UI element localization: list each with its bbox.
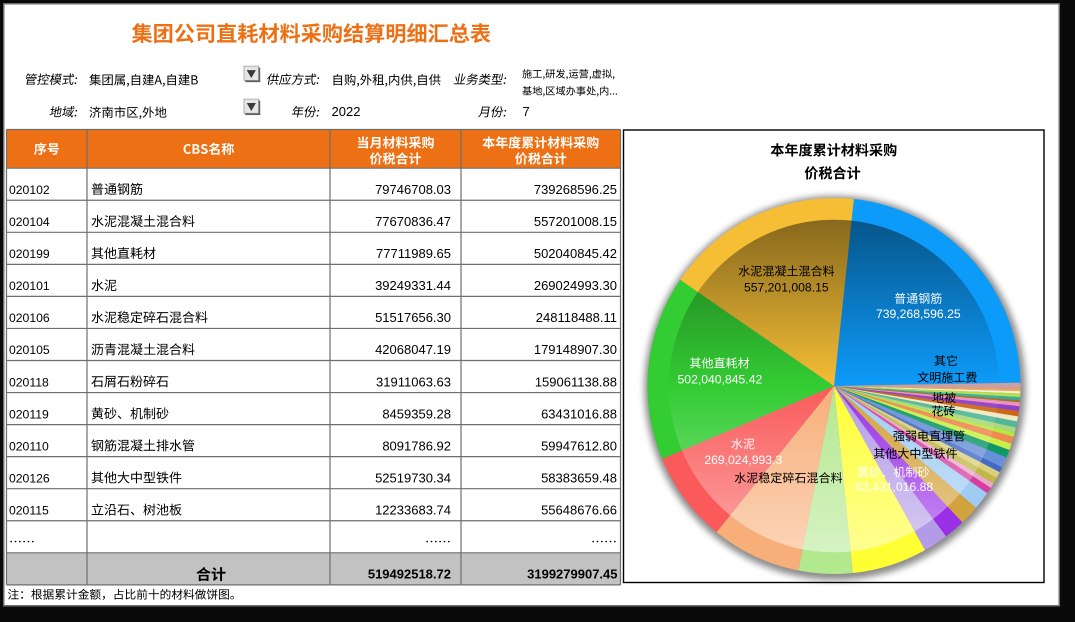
- svg-text:2022: 2022: [332, 104, 361, 119]
- svg-text:739,268,596.25: 739,268,596.25: [876, 307, 961, 321]
- svg-text:179148907.30: 179148907.30: [534, 342, 617, 357]
- svg-text:77711989.65: 77711989.65: [376, 246, 451, 261]
- svg-text:59947612.80: 59947612.80: [541, 438, 617, 453]
- svg-text:269024993.30: 269024993.30: [534, 278, 617, 293]
- svg-text:42068047.19: 42068047.19: [375, 342, 451, 357]
- svg-text:020101: 020101: [9, 279, 50, 293]
- svg-text:51517656.30: 51517656.30: [375, 310, 451, 325]
- svg-text:502,040,845.42: 502,040,845.42: [678, 372, 763, 386]
- svg-text:39249331.44: 39249331.44: [375, 278, 451, 293]
- svg-text:79746708.03: 79746708.03: [375, 182, 451, 197]
- svg-text:63431016.88: 63431016.88: [541, 406, 617, 421]
- svg-text:020119: 020119: [9, 407, 49, 421]
- svg-text:020102: 020102: [9, 183, 50, 197]
- svg-text:63,431,016.88: 63,431,016.88: [855, 480, 933, 494]
- svg-text:52519730.34: 52519730.34: [375, 470, 451, 485]
- svg-text:269,024,993.3: 269,024,993.3: [704, 453, 782, 467]
- svg-text:020106: 020106: [9, 311, 50, 325]
- svg-text:020118: 020118: [9, 375, 49, 389]
- svg-text:8091786.92: 8091786.92: [382, 438, 451, 453]
- svg-text:8459359.28: 8459359.28: [382, 406, 451, 421]
- svg-text:739268596.25: 739268596.25: [534, 182, 617, 197]
- svg-text:12233683.74: 12233683.74: [375, 502, 451, 517]
- svg-text:502040845.42: 502040845.42: [534, 246, 617, 261]
- svg-text:248118488.11: 248118488.11: [536, 310, 617, 325]
- svg-text:020126: 020126: [9, 471, 50, 485]
- svg-text:557,201,008.15: 557,201,008.15: [744, 280, 829, 294]
- svg-text:58383659.48: 58383659.48: [541, 470, 617, 485]
- svg-text:159061138.88: 159061138.88: [535, 374, 617, 389]
- svg-text:55648676.66: 55648676.66: [541, 502, 617, 517]
- svg-text:77670836.47: 77670836.47: [375, 214, 451, 229]
- svg-text:020115: 020115: [9, 503, 49, 517]
- svg-text:519492518.72: 519492518.72: [368, 567, 451, 582]
- svg-text:7: 7: [523, 104, 530, 119]
- svg-text:3199279907.45: 3199279907.45: [527, 567, 617, 582]
- svg-text:020199: 020199: [9, 247, 50, 261]
- svg-text:020105: 020105: [9, 343, 50, 357]
- svg-text:020110: 020110: [9, 439, 49, 453]
- svg-text:557201008.15: 557201008.15: [534, 214, 617, 229]
- svg-text:31911063.63: 31911063.63: [376, 374, 451, 389]
- svg-text:020104: 020104: [9, 215, 50, 229]
